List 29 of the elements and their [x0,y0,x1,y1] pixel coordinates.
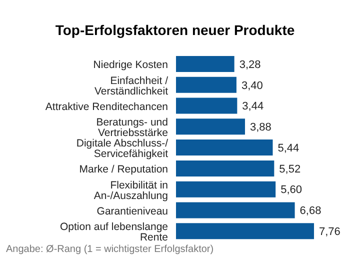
text: Angabe: Ø-Rang (1 = wichtigster Erfolgsfaktor) [6,244,214,255]
y-tick-label: Attraktive Renditechancen [45,100,168,113]
bar [176,118,245,135]
data-label: 3,88 [250,122,272,134]
y-tick-label: Einfachheit / Verständlichkeit [94,74,168,98]
bar [176,223,314,240]
y-tick-label: Garantieniveau [96,205,168,218]
bar [176,56,234,72]
y-tick-label: Beratungs- und Vertriebsstärke [96,116,168,140]
data-label: 5,52 [279,163,301,176]
data-label: 5,60 [280,184,302,196]
y-tick-label: Niedrige Kosten [93,59,168,72]
bar [176,140,273,156]
bar [176,181,276,198]
data-label: 6,68 [300,205,322,218]
y-tick-label: Digitale Abschluss-/ Servicefähigkeit [76,137,168,160]
chart-title: Top-Erfolgsfaktoren neuer Produkte [54,22,296,38]
bar [176,76,236,93]
bar [176,202,295,218]
data-label: 7,76 [319,226,340,238]
data-label: 3,28 [239,58,261,71]
data-label: 5,44 [278,142,300,154]
y-tick-label: Option auf lebenslange Rente [60,221,168,244]
y-tick-label: Marke / Reputation [79,164,168,176]
bar [176,98,238,114]
data-label: 3,44 [242,100,264,113]
y-tick-label: Flexibilität in An-/Auszahlung [94,179,168,202]
bar [176,160,274,176]
data-label: 3,40 [241,80,263,92]
